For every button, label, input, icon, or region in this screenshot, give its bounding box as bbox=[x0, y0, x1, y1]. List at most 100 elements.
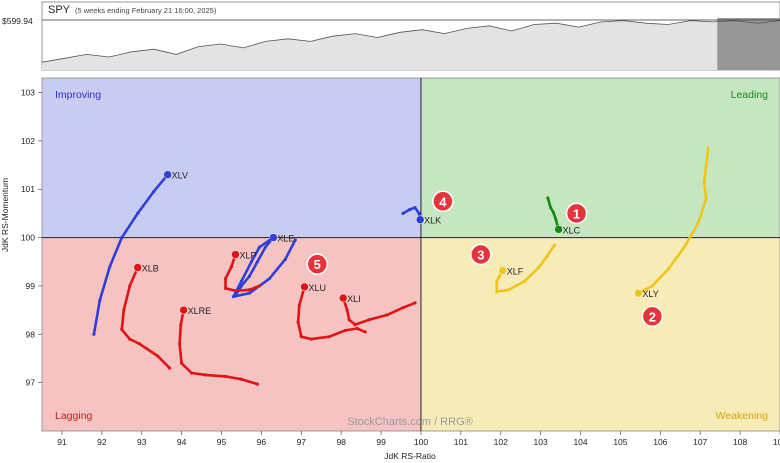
tail-point-xlv bbox=[152, 190, 156, 194]
label-xlf: XLF bbox=[507, 266, 524, 276]
quadrant-label-lagging: Lagging bbox=[55, 410, 93, 422]
tail-point-xlu bbox=[355, 326, 359, 331]
x-tick-label: 101 bbox=[454, 437, 468, 447]
tail-point-xlb bbox=[138, 342, 142, 346]
tail-point-xlv bbox=[98, 298, 102, 303]
tail-point-xlp bbox=[233, 289, 238, 293]
head-xlp bbox=[231, 250, 240, 259]
spy-price-area bbox=[42, 20, 780, 71]
y-tick-label: 98 bbox=[26, 329, 36, 339]
head-xlc bbox=[554, 225, 563, 234]
head-xlu bbox=[300, 282, 309, 292]
tail-point-xlre bbox=[178, 342, 182, 346]
tail-point-xle-tail2 bbox=[283, 257, 287, 261]
tail-point-xlf bbox=[495, 279, 499, 283]
quadrant-weakening bbox=[420, 237, 780, 431]
tail-point-xlu bbox=[343, 328, 347, 333]
tail-point-xly bbox=[696, 221, 700, 225]
tail-point-xle bbox=[247, 274, 252, 278]
x-tick-label: 94 bbox=[177, 437, 187, 447]
label-xly: XLY bbox=[642, 289, 658, 299]
x-axis-label: JdK RS-Ratio bbox=[384, 451, 436, 461]
quadrant-improving bbox=[42, 78, 421, 238]
tail-point-xlb bbox=[156, 354, 160, 358]
badge-label-2: 2 bbox=[649, 309, 656, 324]
tail-point-xlu bbox=[363, 330, 367, 334]
head-xly bbox=[634, 288, 643, 298]
badge-label-5: 5 bbox=[314, 257, 321, 272]
tail-point-xlp bbox=[247, 288, 252, 292]
x-tick-label: 98 bbox=[336, 437, 346, 447]
tail-point-xlre bbox=[223, 374, 228, 378]
tail-point-xlu bbox=[309, 337, 313, 341]
badge-1 bbox=[565, 202, 588, 225]
tail-point-xlc bbox=[554, 217, 558, 221]
tail-point-xlre bbox=[179, 323, 183, 327]
y-tick-label: 100 bbox=[21, 233, 35, 243]
quadrant-backgrounds bbox=[41, 77, 780, 432]
tail-point-xli bbox=[347, 318, 351, 322]
label-xlv: XLV bbox=[172, 171, 188, 181]
tail-point-xlf bbox=[553, 243, 557, 247]
tail-point-xle-tail2 bbox=[239, 279, 244, 283]
label-xlp: XLP bbox=[239, 251, 256, 261]
head-xlk bbox=[415, 215, 425, 224]
y-axis-label: JdK RS-Momentum bbox=[0, 178, 10, 252]
tail-point-xlf bbox=[545, 255, 549, 259]
badge-5 bbox=[306, 253, 329, 275]
badge-3 bbox=[470, 243, 492, 266]
number-badges: 1 2 3 4 5 bbox=[306, 190, 664, 328]
tail-point-xlre bbox=[239, 377, 244, 381]
label-xlu: XLU bbox=[308, 283, 326, 293]
badge-2 bbox=[641, 305, 664, 328]
head-xlre bbox=[179, 305, 188, 315]
x-tick-label: 100 bbox=[414, 437, 428, 447]
quadrant-label-leading: Leading bbox=[731, 89, 769, 101]
tail-point-xly bbox=[682, 245, 686, 249]
label-xlre: XLRE bbox=[188, 306, 212, 316]
x-tick-label: 92 bbox=[97, 437, 107, 447]
tail-point-xlf bbox=[523, 279, 527, 283]
tail-point-xlb bbox=[122, 308, 126, 312]
badge-4 bbox=[432, 190, 454, 213]
tail-xli bbox=[341, 296, 417, 326]
tail-point-xlk bbox=[401, 211, 405, 215]
tail-point-xle-tail2 bbox=[247, 291, 252, 295]
y-tick-label: 101 bbox=[21, 184, 35, 194]
spy-current-window bbox=[717, 18, 780, 70]
tail-point-xlu bbox=[296, 320, 300, 324]
tail-point-xlv bbox=[136, 211, 140, 215]
tail-point-xli bbox=[353, 323, 357, 327]
label-xle: XLE bbox=[277, 234, 294, 244]
x-tick-label: 104 bbox=[573, 437, 587, 447]
tail-point-xlf bbox=[507, 288, 511, 292]
tail-point-xlre bbox=[189, 371, 194, 375]
x-tick-label: 105 bbox=[613, 437, 627, 447]
tail-point-xlp bbox=[223, 277, 228, 281]
head-xlv bbox=[163, 170, 172, 179]
head-xli bbox=[338, 293, 348, 303]
tail-point-xly bbox=[706, 146, 710, 150]
rrg-tails: XLV XLE XLK XLC XLB XLRE XLP XLU XLI XLF XLY bbox=[92, 146, 710, 386]
tail-point-xlk bbox=[408, 207, 412, 212]
x-tick-label: 103 bbox=[534, 437, 548, 447]
tail-xlb bbox=[120, 266, 171, 370]
x-tick-label: 109 bbox=[773, 437, 780, 447]
tail-point-xli bbox=[385, 313, 389, 317]
tail-point-xlk bbox=[417, 211, 421, 215]
label-xlc: XLC bbox=[563, 225, 581, 235]
y-tick-label: 99 bbox=[26, 281, 36, 291]
y-tick-label: 102 bbox=[21, 136, 35, 146]
tail-point-xle-tail2 bbox=[231, 294, 236, 299]
badge-label-3: 3 bbox=[477, 248, 484, 263]
spy-mini-chart: SPY (5 weeks ending February 21 16:00, 2… bbox=[2, 1, 780, 71]
tail-point-xlre bbox=[203, 373, 208, 377]
tail-point-xlf bbox=[537, 265, 541, 270]
tail-point-xlp bbox=[223, 286, 228, 290]
plot-border bbox=[41, 77, 780, 432]
tail-point-xlu bbox=[327, 335, 331, 339]
y-tick-label: 97 bbox=[26, 378, 36, 388]
x-tick-label: 96 bbox=[257, 437, 267, 447]
tail-point-xlu bbox=[297, 303, 301, 307]
